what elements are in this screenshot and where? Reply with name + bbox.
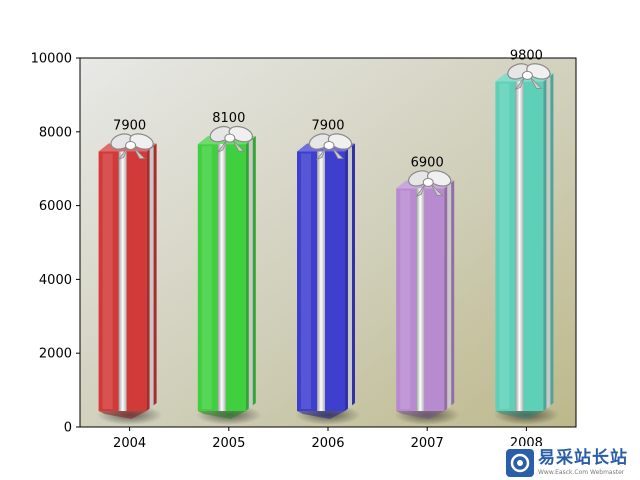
x-tick-label: 2006: [311, 436, 344, 451]
x-tick-label: 2007: [411, 436, 444, 451]
y-tick-label: 8000: [39, 125, 72, 140]
ribbon-side: [447, 183, 452, 409]
bow-tail-right: [530, 77, 543, 89]
gift-box-base: [98, 411, 147, 419]
bow-tail-left: [514, 77, 525, 91]
watermark-title: 易采站长站: [538, 448, 628, 468]
ribbon-vertical: [515, 81, 524, 411]
bow-knot: [422, 177, 434, 187]
data-label: 9800: [510, 48, 543, 63]
gift-box-highlight: [301, 153, 311, 409]
gift-box-base: [297, 411, 345, 419]
watermark-subtitle: Www.Easck.Com Webmaster: [538, 469, 625, 476]
gift-box-base: [396, 411, 445, 419]
bar-2004: 7900: [96, 118, 163, 425]
ribbon-side: [248, 139, 253, 410]
axis-layer: 2004 2005 2006 2007 200802000400060008000100…: [31, 52, 543, 452]
ribbon-side: [149, 146, 154, 410]
bar-2006: 7900: [295, 118, 361, 425]
gift-box-base: [197, 411, 246, 419]
bow-knot: [125, 140, 137, 150]
bar-2008: 9800: [493, 48, 560, 425]
y-tick-label: 2000: [39, 347, 72, 362]
bow-tail-left: [315, 147, 327, 161]
site-logo-icon: [506, 449, 534, 477]
bars-layer: 7900 8100 7900 6900 9800: [96, 48, 560, 425]
ribbon-vertical: [416, 188, 425, 411]
gift-box-base: [495, 411, 544, 419]
y-tick-label: 4000: [39, 273, 72, 288]
ribbon-vertical: [217, 144, 226, 412]
ribbon-side: [348, 146, 352, 410]
data-label: 7900: [113, 118, 146, 133]
ribbon-vertical: [118, 151, 127, 412]
watermark-text: 易采站长站 Www.Easck.Com Webmaster: [538, 450, 628, 476]
gift-box-highlight: [201, 146, 212, 410]
ribbon-vertical: [317, 151, 325, 412]
y-tick-label: 0: [64, 421, 72, 436]
gift-box-highlight: [499, 83, 510, 409]
data-label: 8100: [212, 111, 245, 126]
data-label: 6900: [411, 155, 444, 170]
bow-knot: [521, 70, 533, 80]
bar-2007: 6900: [394, 155, 461, 425]
y-tick-label: 10000: [31, 52, 72, 67]
gift-box-highlight: [102, 153, 113, 409]
watermark: 易采站长站 Www.Easck.Com Webmaster: [504, 446, 640, 480]
bow-tail-left: [216, 139, 228, 154]
data-label: 7900: [311, 118, 344, 133]
x-tick-label: 2005: [212, 436, 245, 451]
y-tick-label: 6000: [39, 199, 72, 214]
bar-2005: 8100: [195, 111, 262, 425]
bow-knot: [323, 140, 335, 150]
bow-knot: [224, 133, 236, 143]
bow-tail-right: [331, 147, 344, 159]
bow-tail-left: [117, 147, 128, 161]
ribbon-side: [546, 76, 551, 409]
bow-tail-right: [232, 139, 245, 152]
bow-tail-left: [415, 184, 426, 198]
gift-box-highlight: [400, 190, 411, 409]
bow-tail-right: [430, 184, 444, 196]
x-tick-label: 2004: [113, 436, 146, 451]
bow-tail-right: [133, 147, 146, 159]
